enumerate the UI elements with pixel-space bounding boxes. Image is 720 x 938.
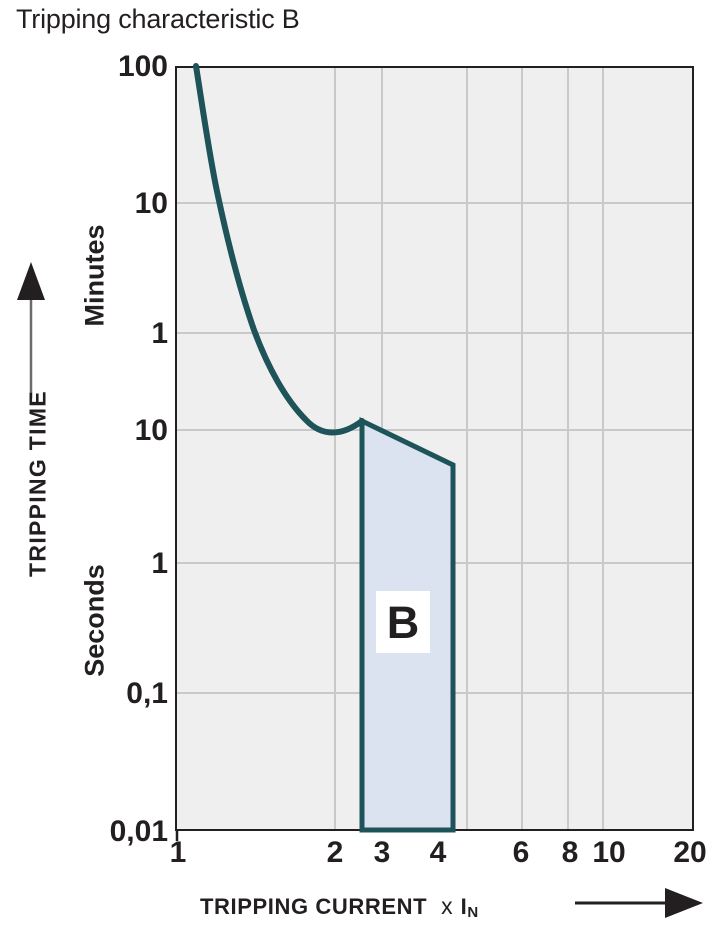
x-tick-label: 8 bbox=[561, 836, 579, 869]
x-axis-quantity-subscript: N bbox=[467, 904, 479, 921]
x-tick-label: 6 bbox=[512, 836, 530, 869]
x-tick-label: 4 bbox=[429, 836, 447, 869]
y-tick-label: 0,01 bbox=[109, 815, 168, 848]
x-tick-label: 20 bbox=[673, 836, 707, 869]
x-axis-multiplier: x bbox=[441, 893, 453, 919]
x-tick-label: 2 bbox=[326, 836, 344, 869]
y-tick-label: 0,1 bbox=[126, 677, 168, 710]
x-tick-label: 10 bbox=[592, 836, 626, 869]
y-axis-title: TRIPPING TIME bbox=[24, 390, 51, 577]
y-unit-minutes: Minutes bbox=[79, 224, 110, 327]
x-tick-label: 3 bbox=[373, 836, 391, 869]
y-tick-labels: 100 10 1 10 1 0,1 0,01 bbox=[0, 0, 168, 938]
page-title: Tripping characteristic B bbox=[16, 4, 300, 34]
y-tick-label: 10 bbox=[134, 187, 168, 220]
x-axis-arrow bbox=[575, 888, 703, 918]
y-unit-seconds: Seconds bbox=[79, 564, 110, 677]
x-axis-title-text: TRIPPING CURRENT bbox=[200, 894, 428, 919]
y-tick-label: 10 bbox=[134, 414, 168, 447]
x-axis-quantity: I bbox=[460, 894, 468, 919]
y-tick-label: 100 bbox=[117, 50, 168, 83]
y-tick-label: 1 bbox=[151, 547, 168, 580]
band-label-b: B bbox=[376, 591, 430, 653]
x-tick-label: 1 bbox=[169, 836, 187, 869]
plot-area bbox=[175, 66, 694, 831]
y-tick-label: 1 bbox=[151, 317, 168, 350]
x-axis-title: TRIPPING CURRENT x IN bbox=[200, 893, 479, 921]
